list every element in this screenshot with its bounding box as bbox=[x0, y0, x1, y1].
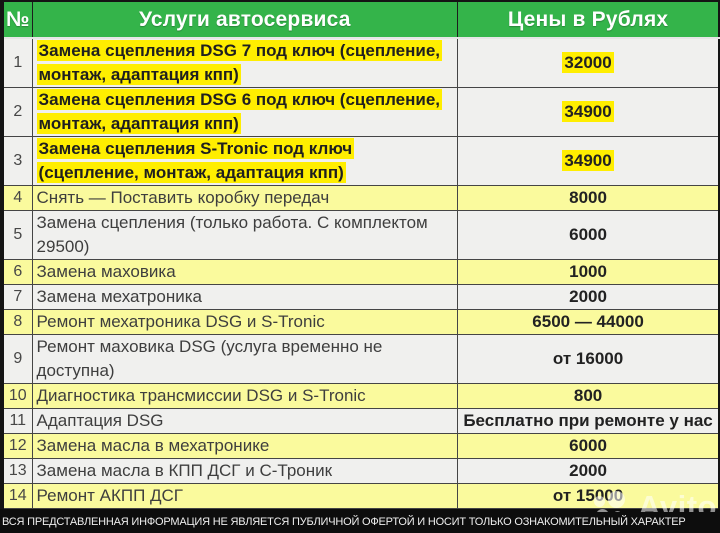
row-number-cell: 10 bbox=[1, 383, 33, 409]
service-cell: Замена сцепления (только работа. С компл… bbox=[31, 210, 459, 260]
price-cell: 34900 bbox=[457, 87, 720, 137]
price-cell: 1000 bbox=[457, 259, 720, 285]
row-number-cell: 13 bbox=[1, 458, 33, 484]
table-row: 11 Адаптация DSG Бесплатно при ремонте у н… bbox=[1, 408, 720, 434]
table-row: 14 Ремонт АКПП ДСГ от 15000 bbox=[1, 483, 720, 509]
disclaimer-text: ВСЯ ПРЕДСТАВЛЕННАЯ ИНФОРМАЦИЯ НЕ ЯВЛЯЕТС… bbox=[2, 516, 686, 528]
price-cell: Бесплатно при ремонте у нас bbox=[457, 408, 720, 434]
table-row: 2 Замена сцепления DSG 6 под ключ (сцепле… bbox=[1, 87, 720, 137]
table-row: 4 Снять — Поставить коробку передач 8000 bbox=[1, 185, 720, 211]
service-cell: Адаптация DSG bbox=[31, 408, 459, 434]
price-cell: 8000 bbox=[457, 185, 720, 211]
table-row: 6 Замена маховика 1000 bbox=[1, 259, 720, 285]
service-cell: Ремонт маховика DSG (услуга временно не … bbox=[31, 334, 459, 384]
header-prices-cell: Цены в Рублях bbox=[457, 0, 720, 39]
price-cell: 34900 bbox=[457, 136, 720, 186]
header-services-cell: Услуги автосервиса bbox=[31, 0, 459, 39]
service-cell: Диагностика трансмиссии DSG и S-Tronic bbox=[31, 383, 459, 409]
price-table: № Услуги автосервиса Цены в Рублях 1 Заме… bbox=[0, 0, 720, 509]
service-cell: Замена сцепления S-Tronic под ключ (сцеп… bbox=[31, 136, 459, 186]
price-cell: 32000 bbox=[457, 37, 720, 88]
row-number-cell: 11 bbox=[1, 408, 33, 434]
disclaimer-bar: ВСЯ ПРЕДСТАВЛЕННАЯ ИНФОРМАЦИЯ НЕ ЯВЛЯЕТС… bbox=[0, 512, 720, 533]
table-row: 5 Замена сцепления (только работа. С комп… bbox=[1, 210, 720, 260]
table-row: 7 Замена мехатроника 2000 bbox=[1, 284, 720, 310]
price-cell: 6500 — 44000 bbox=[457, 309, 720, 335]
price-cell: 2000 bbox=[457, 284, 720, 310]
service-cell: Снять — Поставить коробку передач bbox=[31, 185, 459, 211]
table-row: 10 Диагностика трансмиссии DSG и S-Tronic… bbox=[1, 383, 720, 409]
price-table-header: № Услуги автосервиса Цены в Рублях bbox=[1, 0, 720, 39]
table-row: 8 Ремонт мехатроника DSG и S-Tronic 6500 —… bbox=[1, 309, 720, 335]
table-row: 3 Замена сцепления S-Tronic под ключ (сце… bbox=[1, 136, 720, 186]
row-number-cell: 1 bbox=[1, 37, 33, 88]
row-number-cell: 5 bbox=[1, 210, 33, 260]
price-cell: 6000 bbox=[457, 433, 720, 459]
service-cell: Замена маховика bbox=[31, 259, 459, 285]
row-number-cell: 12 bbox=[1, 433, 33, 459]
row-number-cell: 8 bbox=[1, 309, 33, 335]
row-number-cell: 2 bbox=[1, 87, 33, 137]
service-cell: Замена масла в мехатронике bbox=[31, 433, 459, 459]
row-number-cell: 6 bbox=[1, 259, 33, 285]
price-cell: 6000 bbox=[457, 210, 720, 260]
table-row: 1 Замена сцепления DSG 7 под ключ (сцепле… bbox=[1, 37, 720, 88]
row-number-cell: 4 bbox=[1, 185, 33, 211]
service-cell: Замена масла в КПП ДСГ и С-Троник bbox=[31, 458, 459, 484]
price-cell: 800 bbox=[457, 383, 720, 409]
price-cell: от 15000 bbox=[457, 483, 720, 509]
price-table-body: 1 Замена сцепления DSG 7 под ключ (сцепле… bbox=[1, 37, 720, 509]
service-cell: Замена мехатроника bbox=[31, 284, 459, 310]
table-row: 12 Замена масла в мехатронике 6000 bbox=[1, 433, 720, 459]
service-cell: Ремонт АКПП ДСГ bbox=[31, 483, 459, 509]
service-cell: Ремонт мехатроника DSG и S-Tronic bbox=[31, 309, 459, 335]
service-cell: Замена сцепления DSG 6 под ключ (сцеплен… bbox=[31, 87, 459, 137]
service-cell: Замена сцепления DSG 7 под ключ (сцеплен… bbox=[31, 37, 459, 88]
row-number-cell: 9 bbox=[1, 334, 33, 384]
price-cell: от 16000 bbox=[457, 334, 720, 384]
row-number-cell: 14 bbox=[1, 483, 33, 509]
table-row: 9 Ремонт маховика DSG (услуга временно не… bbox=[1, 334, 720, 384]
header-number-cell: № bbox=[1, 0, 33, 39]
price-cell: 2000 bbox=[457, 458, 720, 484]
table-row: 13 Замена масла в КПП ДСГ и С-Троник 2000 bbox=[1, 458, 720, 484]
row-number-cell: 7 bbox=[1, 284, 33, 310]
row-number-cell: 3 bbox=[1, 136, 33, 186]
